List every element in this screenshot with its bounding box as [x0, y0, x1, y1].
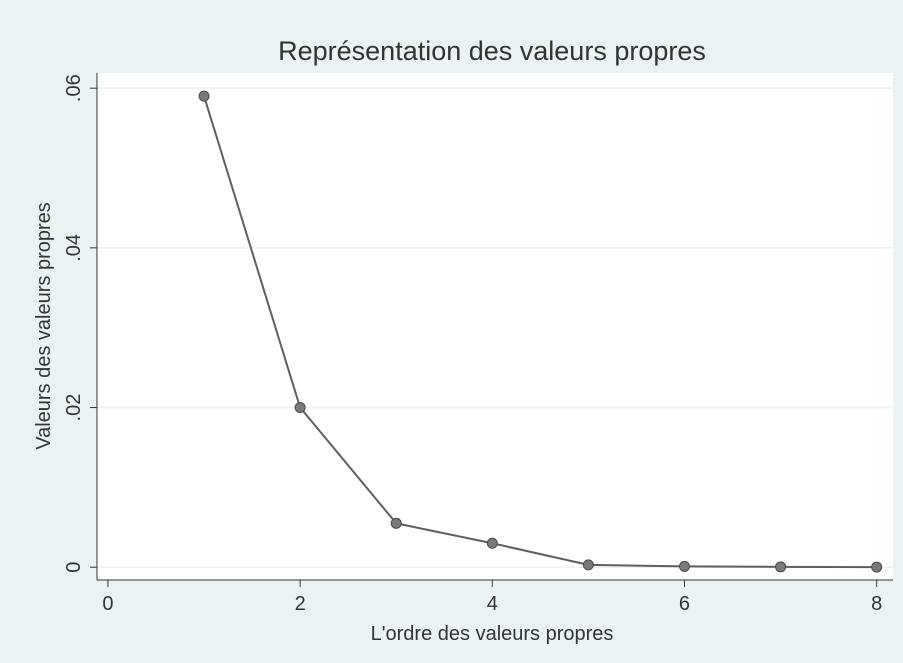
x-tick-label: 2 — [295, 593, 306, 615]
plot-area — [97, 73, 893, 580]
chart-title: Représentation des valeurs propres — [278, 36, 706, 66]
y-tick-label: .04 — [63, 234, 85, 262]
data-point — [775, 561, 787, 573]
y-tick-label: .06 — [63, 74, 85, 102]
x-tick-label: 4 — [487, 593, 498, 615]
data-point — [198, 90, 210, 102]
data-point — [871, 561, 883, 573]
y-tick-label: 0 — [63, 562, 85, 573]
data-point — [582, 559, 594, 571]
data-point — [678, 560, 690, 572]
x-axis-label: L'ordre des valeurs propres — [371, 623, 614, 645]
x-tick-label: 8 — [871, 593, 882, 615]
series-line — [203, 95, 877, 569]
data-point — [486, 537, 498, 549]
data-point — [390, 517, 402, 529]
x-tick-label: 6 — [679, 593, 690, 615]
data-point — [294, 402, 306, 414]
y-axis-label: Valeurs des valeurs propres — [33, 202, 55, 450]
x-tick-label: 0 — [102, 593, 113, 615]
y-tick-label: .02 — [63, 394, 85, 422]
